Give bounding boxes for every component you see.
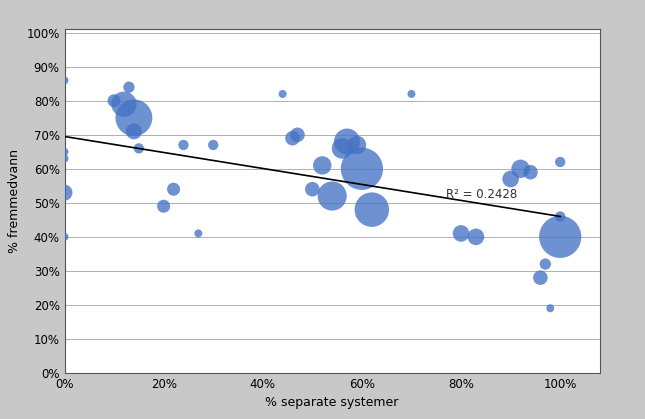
Point bbox=[59, 77, 70, 84]
Point bbox=[535, 274, 546, 281]
Point bbox=[193, 230, 203, 237]
Point bbox=[119, 101, 129, 108]
Point bbox=[555, 233, 566, 240]
X-axis label: % separate systemer: % separate systemer bbox=[266, 396, 399, 409]
Point bbox=[406, 91, 417, 97]
Point bbox=[342, 138, 352, 145]
Point bbox=[208, 142, 219, 148]
Point bbox=[292, 132, 303, 138]
Point bbox=[159, 203, 169, 210]
Y-axis label: % fremmedvann: % fremmedvann bbox=[8, 149, 21, 253]
Point bbox=[168, 186, 179, 193]
Point bbox=[129, 128, 139, 135]
Point bbox=[59, 189, 70, 196]
Point bbox=[555, 159, 566, 166]
Point bbox=[134, 145, 144, 152]
Point bbox=[59, 155, 70, 162]
Point bbox=[525, 169, 535, 176]
Text: R² = 0.2428: R² = 0.2428 bbox=[446, 188, 517, 201]
Point bbox=[277, 91, 288, 97]
Point bbox=[545, 305, 555, 312]
Point bbox=[555, 213, 566, 220]
Point bbox=[337, 145, 347, 152]
Point bbox=[317, 162, 328, 169]
Point bbox=[540, 261, 550, 267]
Point bbox=[366, 206, 377, 213]
Point bbox=[129, 114, 139, 121]
Point bbox=[357, 166, 367, 172]
Point bbox=[515, 166, 526, 172]
Point bbox=[352, 142, 362, 148]
Point bbox=[124, 84, 134, 91]
Point bbox=[471, 233, 481, 240]
Point bbox=[506, 176, 516, 182]
Point bbox=[307, 186, 317, 193]
Point bbox=[288, 135, 298, 142]
Point bbox=[178, 142, 188, 148]
Point bbox=[327, 193, 337, 199]
Point bbox=[59, 233, 70, 240]
Point bbox=[109, 97, 119, 104]
Point bbox=[456, 230, 466, 237]
Point bbox=[59, 148, 70, 155]
